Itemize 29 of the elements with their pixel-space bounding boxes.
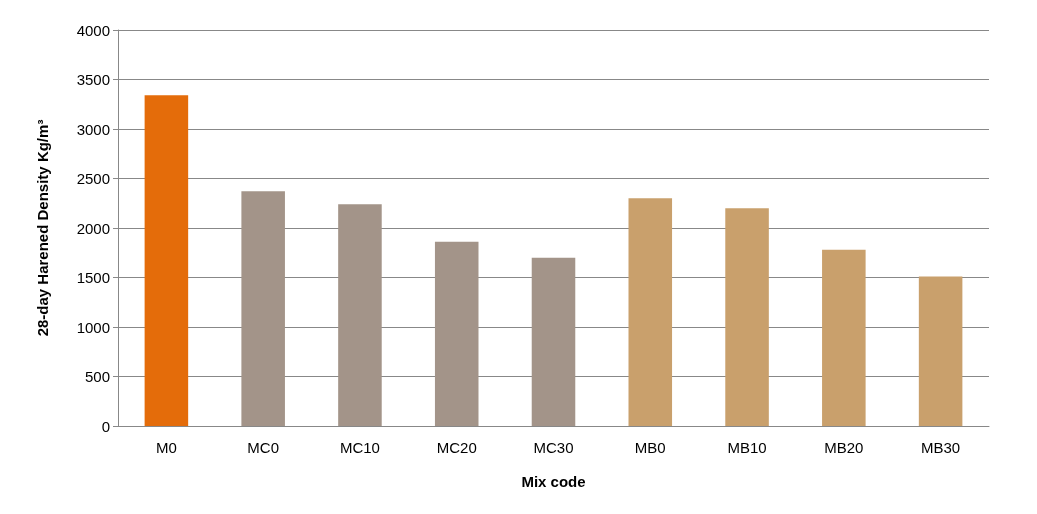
bar (531, 257, 576, 426)
x-tick-label: MB30 (921, 439, 961, 456)
y-tick-label: 3500 (76, 71, 110, 88)
bar (241, 191, 285, 426)
x-tick-label: MC20 (436, 439, 477, 456)
x-tick-label: M0 (155, 439, 177, 456)
x-tick-label: MC10 (339, 439, 380, 456)
x-tick-label: MC30 (533, 439, 574, 456)
bar (918, 276, 963, 426)
y-axis-title: 28-day Harened Density Kg/m³ (34, 119, 51, 337)
y-tick-label: 4000 (76, 21, 110, 39)
y-tick-label: 2000 (76, 219, 110, 237)
y-tick-label: 2500 (76, 170, 110, 187)
x-tick-label: MC0 (247, 439, 279, 456)
bar (725, 208, 769, 426)
x-tick-label: MB20 (824, 439, 864, 456)
y-tick-label: 1500 (76, 269, 110, 286)
x-axis-title: Mix code (521, 473, 586, 490)
x-tick-label: MB0 (634, 439, 666, 456)
y-tick-label: 3000 (76, 120, 110, 138)
bar (144, 95, 189, 426)
y-tick-label: 500 (84, 368, 110, 385)
bar (434, 241, 479, 426)
y-tick-label: 1000 (76, 318, 110, 336)
y-tick-label: 0 (101, 417, 110, 435)
bar (822, 249, 866, 426)
x-tick-label: MB10 (727, 439, 767, 456)
bar (338, 204, 382, 426)
bar (628, 198, 673, 426)
